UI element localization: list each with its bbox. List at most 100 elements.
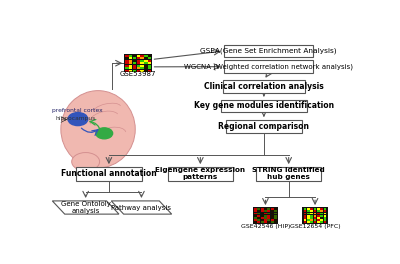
Text: Clinical correlation analysis: Clinical correlation analysis	[204, 82, 324, 91]
FancyBboxPatch shape	[144, 62, 148, 64]
FancyBboxPatch shape	[304, 219, 306, 221]
FancyBboxPatch shape	[267, 213, 270, 214]
FancyBboxPatch shape	[144, 60, 148, 62]
FancyBboxPatch shape	[129, 55, 132, 57]
FancyBboxPatch shape	[317, 208, 320, 210]
Text: prefrontal cortex: prefrontal cortex	[52, 108, 102, 113]
FancyBboxPatch shape	[307, 221, 310, 223]
FancyBboxPatch shape	[254, 208, 257, 210]
FancyBboxPatch shape	[148, 62, 151, 64]
FancyBboxPatch shape	[133, 65, 136, 67]
Polygon shape	[111, 201, 172, 214]
FancyBboxPatch shape	[223, 80, 305, 93]
FancyBboxPatch shape	[271, 213, 274, 214]
FancyBboxPatch shape	[304, 215, 306, 216]
FancyBboxPatch shape	[257, 210, 260, 212]
FancyBboxPatch shape	[274, 210, 277, 212]
FancyBboxPatch shape	[137, 57, 140, 59]
FancyBboxPatch shape	[140, 67, 144, 69]
FancyBboxPatch shape	[126, 57, 129, 59]
FancyBboxPatch shape	[124, 54, 152, 72]
FancyBboxPatch shape	[76, 167, 142, 181]
FancyBboxPatch shape	[314, 210, 316, 212]
FancyBboxPatch shape	[317, 215, 320, 216]
FancyBboxPatch shape	[271, 219, 274, 221]
Text: WGCNA (Weighted correlation network analysis): WGCNA (Weighted correlation network anal…	[184, 63, 353, 70]
FancyBboxPatch shape	[324, 221, 326, 223]
FancyBboxPatch shape	[271, 210, 274, 212]
FancyBboxPatch shape	[304, 217, 306, 219]
FancyBboxPatch shape	[257, 215, 260, 216]
FancyBboxPatch shape	[317, 217, 320, 219]
FancyBboxPatch shape	[304, 213, 306, 214]
FancyBboxPatch shape	[310, 217, 313, 219]
FancyBboxPatch shape	[264, 215, 267, 216]
FancyBboxPatch shape	[253, 208, 278, 224]
Circle shape	[68, 112, 88, 126]
FancyBboxPatch shape	[302, 208, 328, 224]
FancyBboxPatch shape	[261, 221, 264, 223]
FancyBboxPatch shape	[264, 217, 267, 219]
FancyBboxPatch shape	[144, 69, 148, 72]
FancyBboxPatch shape	[261, 213, 264, 214]
FancyBboxPatch shape	[320, 219, 323, 221]
FancyBboxPatch shape	[140, 55, 144, 57]
FancyBboxPatch shape	[304, 221, 306, 223]
FancyBboxPatch shape	[314, 208, 316, 210]
FancyBboxPatch shape	[317, 210, 320, 212]
FancyBboxPatch shape	[267, 219, 270, 221]
FancyBboxPatch shape	[320, 213, 323, 214]
FancyBboxPatch shape	[254, 217, 257, 219]
FancyBboxPatch shape	[254, 219, 257, 221]
Text: GSE53987: GSE53987	[120, 71, 157, 77]
FancyBboxPatch shape	[267, 221, 270, 223]
FancyBboxPatch shape	[271, 215, 274, 216]
FancyBboxPatch shape	[254, 221, 257, 223]
FancyBboxPatch shape	[310, 221, 313, 223]
FancyBboxPatch shape	[324, 219, 326, 221]
FancyBboxPatch shape	[307, 213, 310, 214]
FancyBboxPatch shape	[133, 69, 136, 72]
Text: Functional annotation: Functional annotation	[61, 169, 157, 178]
FancyBboxPatch shape	[140, 62, 144, 64]
FancyBboxPatch shape	[148, 57, 151, 59]
FancyBboxPatch shape	[257, 217, 260, 219]
Polygon shape	[52, 201, 119, 214]
FancyBboxPatch shape	[320, 210, 323, 212]
FancyBboxPatch shape	[257, 213, 260, 214]
FancyBboxPatch shape	[224, 45, 314, 57]
Text: Pathway analysis: Pathway analysis	[112, 205, 172, 210]
FancyBboxPatch shape	[261, 210, 264, 212]
FancyBboxPatch shape	[310, 208, 313, 210]
FancyBboxPatch shape	[133, 62, 136, 64]
FancyBboxPatch shape	[310, 219, 313, 221]
Ellipse shape	[61, 91, 135, 168]
FancyBboxPatch shape	[314, 213, 316, 214]
FancyBboxPatch shape	[168, 167, 233, 181]
Text: STRING identified
hub genes: STRING identified hub genes	[252, 167, 325, 181]
FancyBboxPatch shape	[257, 221, 260, 223]
FancyBboxPatch shape	[261, 217, 264, 219]
FancyBboxPatch shape	[257, 219, 260, 221]
FancyBboxPatch shape	[324, 208, 326, 210]
FancyBboxPatch shape	[264, 219, 267, 221]
FancyBboxPatch shape	[274, 208, 277, 210]
FancyBboxPatch shape	[137, 62, 140, 64]
FancyBboxPatch shape	[267, 210, 270, 212]
Text: Key gene modules identification: Key gene modules identification	[194, 101, 334, 110]
FancyBboxPatch shape	[307, 208, 310, 210]
FancyBboxPatch shape	[221, 100, 306, 112]
FancyBboxPatch shape	[324, 217, 326, 219]
FancyBboxPatch shape	[126, 62, 129, 64]
Text: GSE12654 (PFC): GSE12654 (PFC)	[290, 224, 340, 229]
FancyBboxPatch shape	[264, 210, 267, 212]
FancyBboxPatch shape	[304, 210, 306, 212]
Circle shape	[96, 128, 113, 139]
FancyBboxPatch shape	[320, 217, 323, 219]
FancyBboxPatch shape	[324, 215, 326, 216]
FancyBboxPatch shape	[148, 55, 151, 57]
FancyBboxPatch shape	[137, 69, 140, 72]
FancyBboxPatch shape	[140, 57, 144, 59]
FancyBboxPatch shape	[261, 208, 264, 210]
FancyBboxPatch shape	[126, 55, 129, 57]
